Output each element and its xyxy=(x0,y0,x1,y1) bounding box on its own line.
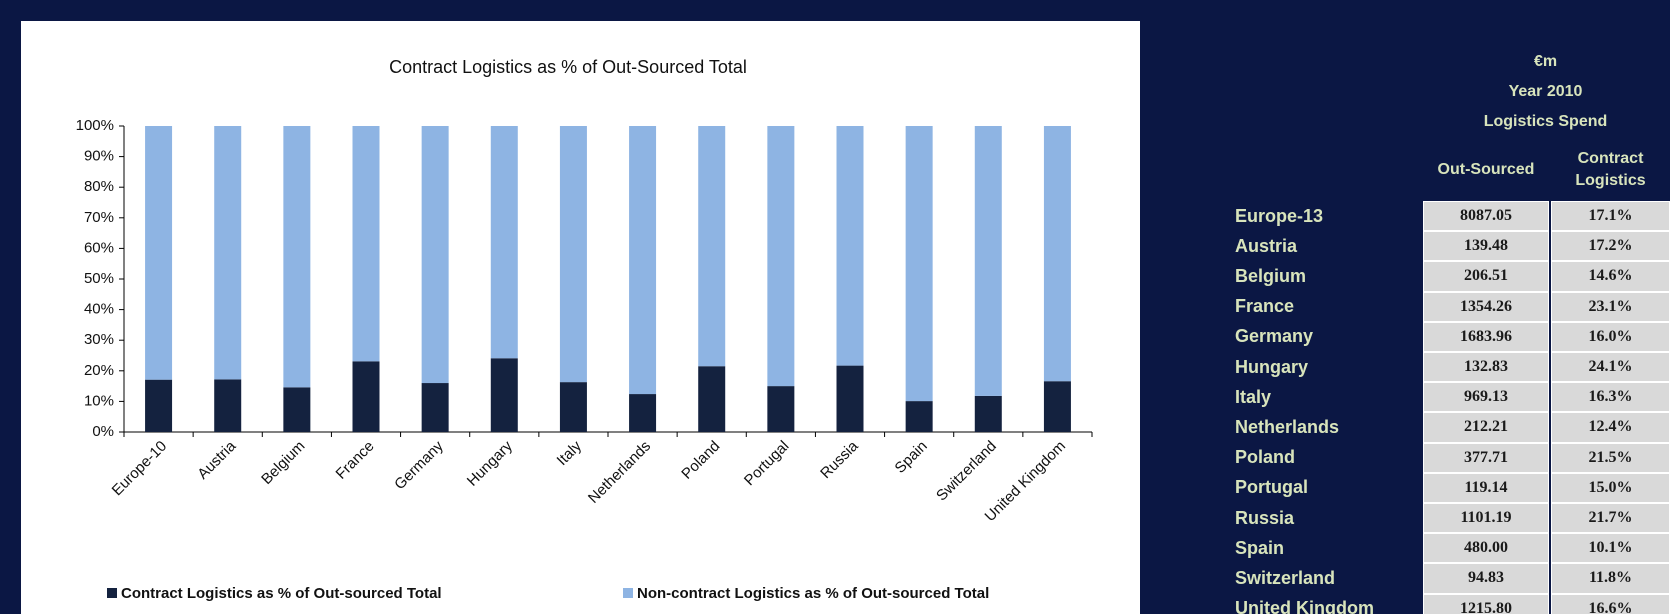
bar-segment xyxy=(421,126,449,384)
bar-segment xyxy=(698,126,726,367)
y-tick-label: 10% xyxy=(84,392,114,409)
table-year: Year 2010 xyxy=(1508,83,1583,100)
bar-segment xyxy=(283,126,311,388)
contract-cell: 16.6% xyxy=(1551,593,1670,614)
out-sourced-cell: 119.14 xyxy=(1423,472,1549,503)
bar-segment xyxy=(283,387,311,432)
row-label: Netherlands xyxy=(1235,416,1340,437)
out-sourced-cell: 377.71 xyxy=(1423,442,1549,473)
y-tick-label: 70% xyxy=(84,209,114,226)
bar-segment xyxy=(905,401,933,432)
out-sourced-cell: 94.83 xyxy=(1423,563,1549,594)
row-label: Spain xyxy=(1235,537,1285,558)
bar-segment xyxy=(698,366,726,432)
y-tick-label: 60% xyxy=(84,239,114,256)
bar-segment xyxy=(490,126,518,359)
y-tick-label: 30% xyxy=(84,331,114,348)
y-tick-label: 80% xyxy=(84,178,114,195)
bar-segment xyxy=(767,126,795,387)
legend-swatch xyxy=(107,588,117,598)
out-sourced-cell: 1215.80 xyxy=(1423,593,1549,614)
y-tick-label: 20% xyxy=(84,362,114,379)
out-sourced-cell: 1683.96 xyxy=(1423,321,1549,352)
chart-title: Contract Logistics as % of Out-Sourced T… xyxy=(389,57,747,77)
bar-segment xyxy=(1043,126,1071,382)
out-sourced-cell: 8087.05 xyxy=(1423,201,1549,232)
out-sourced-cell: 969.13 xyxy=(1423,382,1549,413)
row-label: Portugal xyxy=(1235,477,1309,498)
row-label: France xyxy=(1235,296,1295,317)
table-group: Logistics Spend xyxy=(1483,113,1608,130)
out-sourced-cell: 139.48 xyxy=(1423,231,1549,262)
contract-cell: 21.5% xyxy=(1551,442,1670,473)
row-label: Italy xyxy=(1235,386,1272,407)
chart: Contract Logistics as % of Out-Sourced T… xyxy=(21,21,1140,614)
legend-label: Non-contract Logistics as % of Out-sourc… xyxy=(637,585,989,602)
bar-segment xyxy=(629,394,657,432)
bar-segment xyxy=(1043,381,1071,432)
contract-cell: 12.4% xyxy=(1551,412,1670,443)
y-tick-label: 0% xyxy=(92,423,114,440)
out-sourced-cell: 480.00 xyxy=(1423,533,1549,564)
contract-cell: 15.0% xyxy=(1551,472,1670,503)
contract-cell: 16.0% xyxy=(1551,321,1670,352)
bar-segment xyxy=(629,126,657,395)
contract-cell: 17.2% xyxy=(1551,231,1670,262)
bar-segment xyxy=(214,126,242,380)
contract-cell: 21.7% xyxy=(1551,503,1670,534)
row-label: Switzerland xyxy=(1235,567,1336,588)
out-sourced-cell: 1101.19 xyxy=(1423,503,1549,534)
contract-cell: 11.8% xyxy=(1551,563,1670,594)
contract-cell: 14.6% xyxy=(1551,261,1670,292)
bar-segment xyxy=(559,382,587,432)
legend-swatch xyxy=(623,588,633,598)
bar-segment xyxy=(214,379,242,432)
bar-segment xyxy=(974,395,1002,432)
row-label: Belgium xyxy=(1235,265,1307,286)
bar-segment xyxy=(145,379,173,432)
table-unit: €m xyxy=(1533,53,1558,70)
legend-label: Contract Logistics as % of Out-sourced T… xyxy=(121,585,442,602)
bar-segment xyxy=(352,361,380,432)
contract-cell: 23.1% xyxy=(1551,291,1670,322)
row-label: Poland xyxy=(1235,447,1296,468)
bar-segment xyxy=(352,126,380,362)
column-header: Contract Logistics xyxy=(1575,150,1646,189)
bar-segment xyxy=(559,126,587,383)
y-tick-label: 100% xyxy=(76,117,114,134)
bar-segment xyxy=(974,126,1002,396)
out-sourced-cell: 212.21 xyxy=(1423,412,1549,443)
bar-segment xyxy=(145,126,173,380)
bar-segment xyxy=(905,126,933,402)
row-label: Germany xyxy=(1235,326,1314,347)
bar-segment xyxy=(767,386,795,432)
y-tick-label: 90% xyxy=(84,148,114,165)
row-label: Russia xyxy=(1235,507,1295,528)
bar-segment xyxy=(836,126,864,366)
y-tick-label: 40% xyxy=(84,301,114,318)
contract-cell: 16.3% xyxy=(1551,382,1670,413)
row-label: Austria xyxy=(1235,235,1298,256)
row-label: Europe-13 xyxy=(1235,205,1324,226)
contract-cell: 24.1% xyxy=(1551,352,1670,383)
bar-segment xyxy=(421,383,449,432)
out-sourced-cell: 132.83 xyxy=(1423,352,1549,383)
contract-cell: 10.1% xyxy=(1551,533,1670,564)
bar-segment xyxy=(490,358,518,432)
contract-cell: 17.1% xyxy=(1551,201,1670,232)
bar-segment xyxy=(836,365,864,432)
column-header: Out-Sourced xyxy=(1437,161,1535,178)
out-sourced-cell: 1354.26 xyxy=(1423,291,1549,322)
row-label: Hungary xyxy=(1235,356,1309,377)
y-tick-label: 50% xyxy=(84,270,114,287)
out-sourced-cell: 206.51 xyxy=(1423,261,1549,292)
row-label: United Kingdom xyxy=(1235,598,1374,614)
